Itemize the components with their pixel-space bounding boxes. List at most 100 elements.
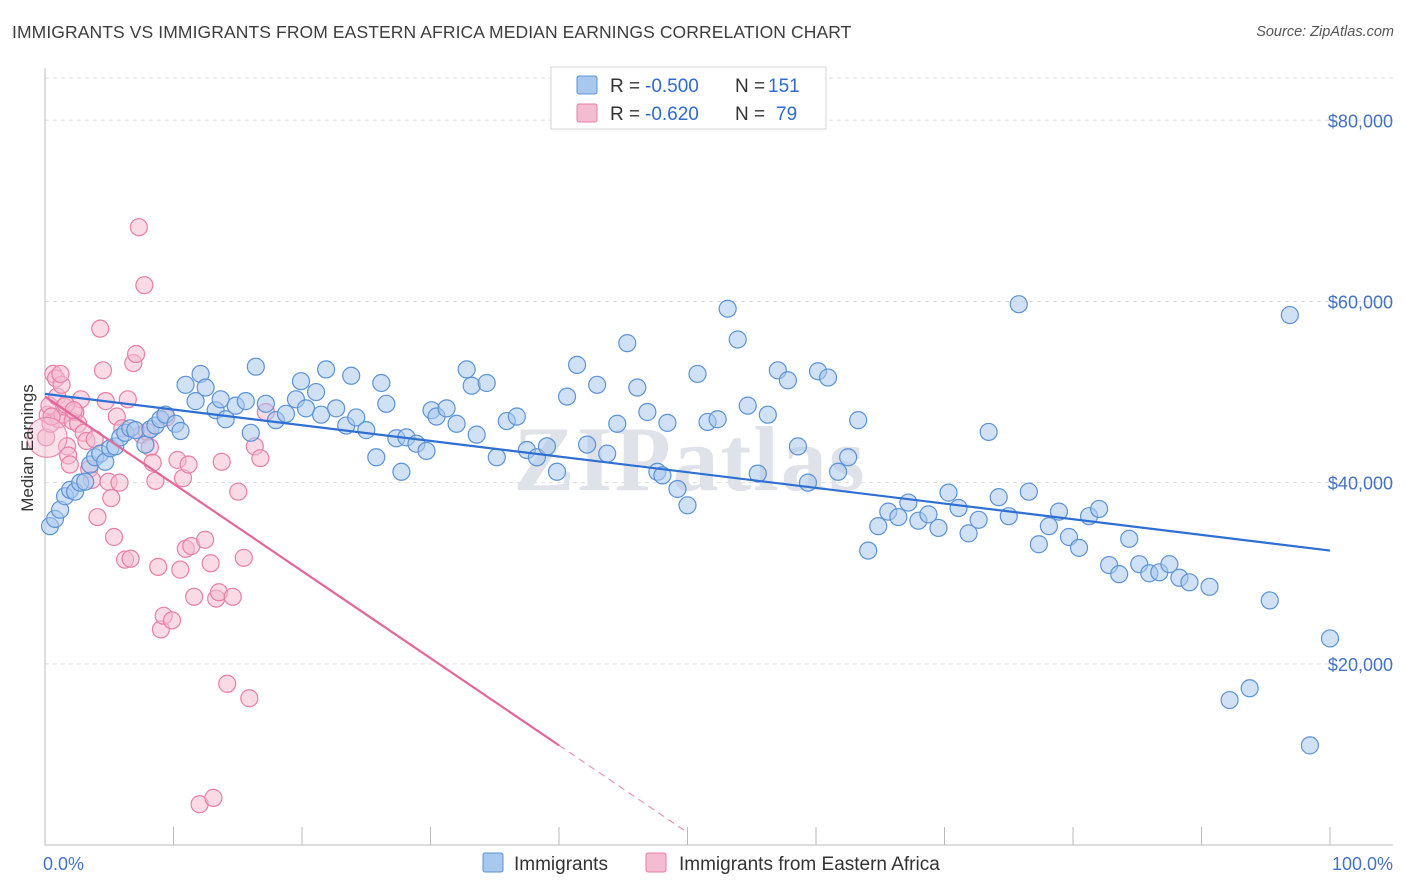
data-point-immigrants <box>628 378 647 397</box>
bottom-legend-swatch-eastern-africa <box>645 852 667 873</box>
data-point-immigrants <box>638 402 657 422</box>
y-tick-label: $80,000 <box>1328 111 1393 131</box>
data-point-eastern-africa <box>184 587 204 606</box>
data-point-immigrants <box>608 414 627 433</box>
data-point-immigrants <box>241 423 260 442</box>
data-point-eastern-africa <box>129 218 148 237</box>
data-point-immigrants <box>1280 305 1299 325</box>
chart-title: IMMIGRANTS VS IMMIGRANTS FROM EASTERN AF… <box>12 22 852 42</box>
data-point-eastern-africa <box>51 364 70 384</box>
data-point-immigrants <box>1220 690 1239 710</box>
data-point-immigrants <box>246 357 265 376</box>
data-point-immigrants <box>929 518 948 538</box>
data-point-immigrants <box>728 330 747 349</box>
data-point-immigrants <box>1240 679 1259 698</box>
data-point-immigrants <box>1090 499 1109 519</box>
legend-swatch-immigrants <box>576 75 598 95</box>
data-point-immigrants <box>653 466 672 485</box>
data-point-eastern-africa <box>223 587 242 606</box>
y-tick-label: $40,000 <box>1328 474 1393 494</box>
data-point-immigrants <box>718 299 737 318</box>
data-point-immigrants <box>658 413 677 432</box>
data-point-immigrants <box>507 407 526 426</box>
data-point-immigrants <box>347 408 366 427</box>
x-tick-label-start: 0.0% <box>43 854 84 874</box>
data-point-immigrants <box>578 435 597 454</box>
data-point-immigrants <box>437 399 456 418</box>
data-point-eastern-africa <box>171 560 190 579</box>
data-point-immigrants <box>869 517 888 536</box>
axes <box>44 68 1393 846</box>
data-point-immigrants <box>236 392 255 411</box>
watermark: ZIPatlas <box>513 408 866 510</box>
data-point-immigrants <box>949 498 968 518</box>
data-point-immigrants <box>557 387 577 406</box>
data-point-immigrants <box>136 435 155 454</box>
data-point-eastern-africa <box>251 449 270 468</box>
data-point-immigrants <box>889 507 908 527</box>
data-point-immigrants <box>688 364 707 384</box>
data-point-eastern-africa <box>104 527 124 547</box>
data-point-immigrants <box>296 399 316 418</box>
data-point-eastern-africa <box>218 674 237 693</box>
data-point-immigrants <box>899 493 918 512</box>
data-point-immigrants <box>678 496 697 515</box>
trend-line-eastern-africa-extension <box>558 744 688 834</box>
data-point-immigrants <box>919 505 938 524</box>
data-point-immigrants <box>969 510 988 529</box>
data-point-immigrants <box>547 462 567 481</box>
data-point-eastern-africa <box>149 557 168 576</box>
legend-n-value-2: 79 <box>776 104 797 125</box>
data-point-immigrants <box>537 437 557 456</box>
data-point-eastern-africa <box>91 319 110 338</box>
chart-source: Source: ZipAtlas.com <box>1256 24 1394 40</box>
data-point-immigrants <box>467 425 486 444</box>
data-point-eastern-africa <box>121 549 140 568</box>
data-point-immigrants <box>859 541 878 560</box>
data-point-immigrants <box>196 378 215 397</box>
data-point-immigrants <box>1019 482 1038 501</box>
immigrants-points <box>40 295 1340 755</box>
data-point-immigrants <box>171 421 190 441</box>
data-point-immigrants <box>618 334 637 353</box>
trend-line-eastern-africa <box>44 395 560 747</box>
data-point-immigrants <box>372 373 391 393</box>
legend-r-label-2: R = <box>610 104 640 125</box>
series-legend: Immigrants Immigrants from Eastern Afric… <box>482 852 940 875</box>
data-point-eastern-africa <box>26 416 68 458</box>
data-point-eastern-africa <box>201 554 220 573</box>
data-point-immigrants <box>758 405 777 424</box>
y-tick-labels: $20,000 $40,000 $60,000 $80,000 <box>1328 111 1393 675</box>
data-point-immigrants <box>357 421 376 440</box>
data-point-eastern-africa <box>196 530 215 549</box>
data-point-immigrants <box>392 462 411 481</box>
data-point-eastern-africa <box>229 482 248 501</box>
data-point-eastern-africa <box>127 344 146 364</box>
data-point-immigrants <box>1320 629 1340 648</box>
data-point-immigrants <box>377 394 396 413</box>
data-point-immigrants <box>1039 517 1059 536</box>
data-point-immigrants <box>276 404 296 423</box>
data-point-eastern-africa <box>42 407 61 426</box>
legend-r-value-2: -0.620 <box>645 104 699 125</box>
data-point-immigrants <box>1260 591 1279 610</box>
data-point-immigrants <box>778 371 797 390</box>
y-axis-label: Median Earnings <box>18 384 37 512</box>
data-point-immigrants <box>76 472 95 491</box>
data-point-immigrants <box>738 396 757 415</box>
data-point-immigrants <box>291 372 311 391</box>
bottom-legend-immigrants: Immigrants <box>514 854 608 875</box>
data-point-immigrants <box>1180 573 1199 592</box>
data-point-immigrants <box>1110 565 1129 584</box>
data-point-immigrants <box>342 366 361 385</box>
data-point-immigrants <box>186 392 205 411</box>
data-point-eastern-africa <box>212 452 231 471</box>
legend-n-value-1: 151 <box>768 76 800 97</box>
data-point-immigrants <box>1200 577 1219 596</box>
data-point-eastern-africa <box>60 455 79 474</box>
data-point-eastern-africa <box>135 276 154 295</box>
data-point-immigrants <box>1069 538 1089 557</box>
data-point-immigrants <box>567 355 587 374</box>
data-point-immigrants <box>1160 555 1179 574</box>
